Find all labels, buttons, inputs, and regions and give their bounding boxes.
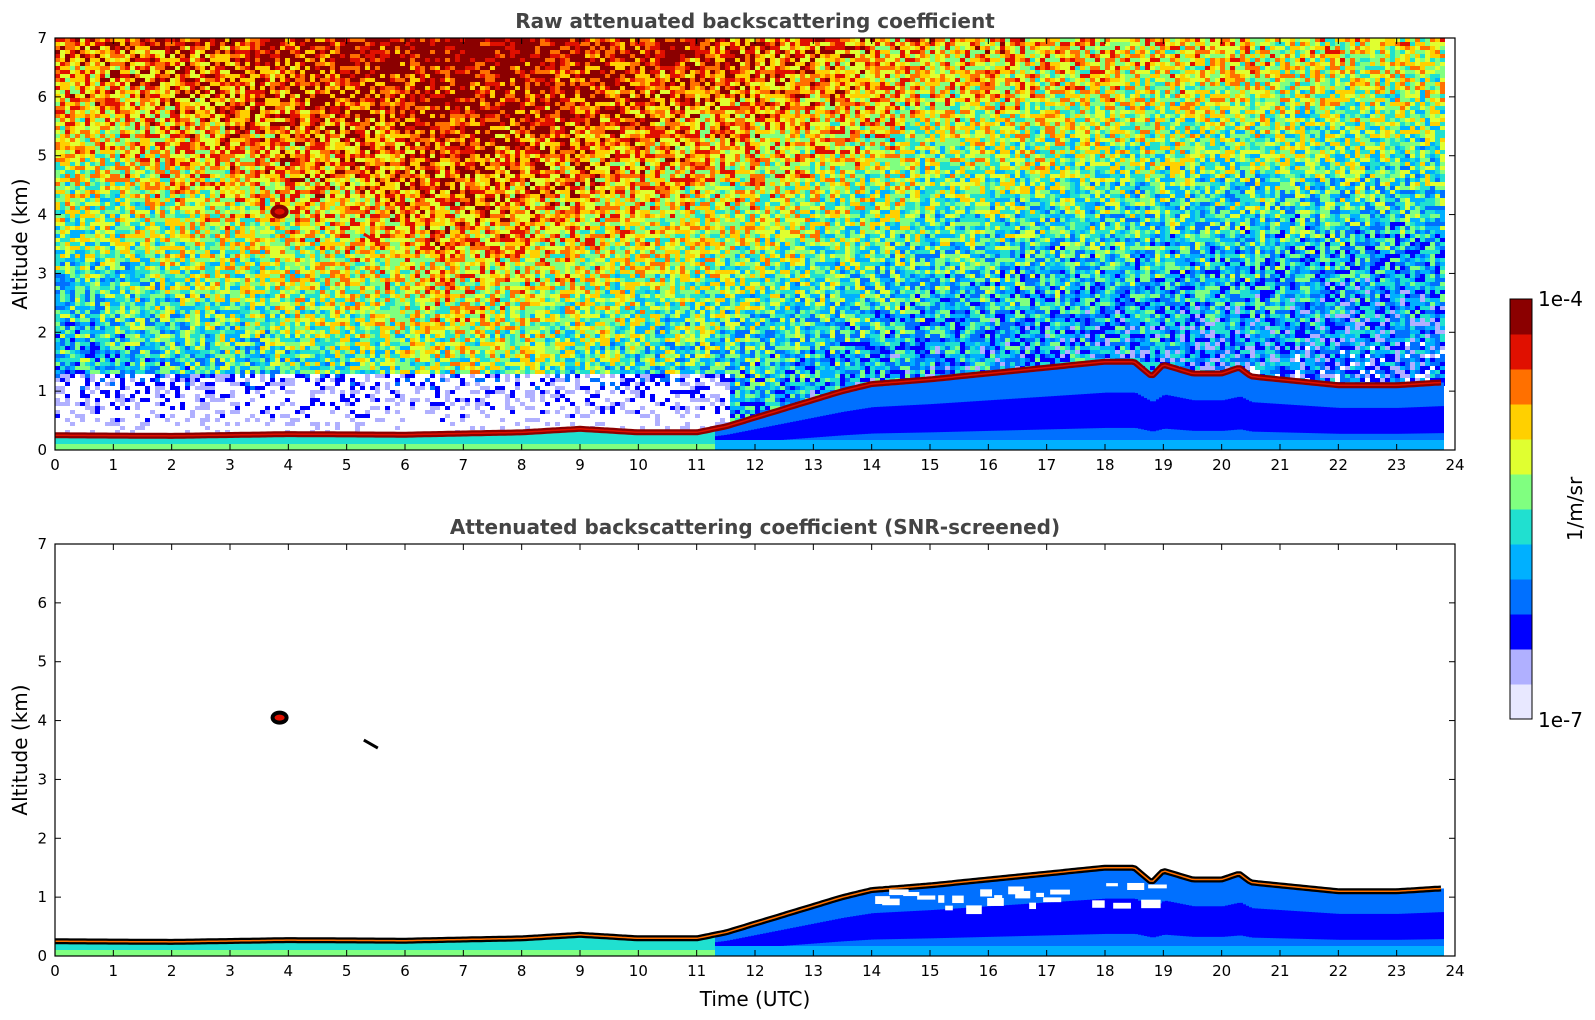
x-tick-label: 13 [804, 456, 823, 474]
x-tick-label: 20 [1212, 456, 1231, 474]
x-tick-label: 7 [459, 456, 469, 474]
y-tick-label: 5 [37, 147, 47, 165]
x-tick-label: 12 [745, 962, 764, 980]
x-axis-label: Time (UTC) [699, 987, 811, 1011]
y-tick-label: 4 [37, 712, 47, 730]
x-tick-label: 19 [1154, 456, 1173, 474]
colorbar: 1e-4 1e-7 1/m/sr [1510, 287, 1587, 732]
colorbar-min-label: 1e-7 [1538, 708, 1583, 732]
top-y-axis-label: Altitude (km) [8, 178, 32, 309]
colorbar-band [1510, 684, 1532, 720]
x-tick-label: 3 [225, 962, 235, 980]
x-tick-label: 13 [804, 962, 823, 980]
x-tick-label: 23 [1387, 456, 1406, 474]
x-tick-label: 3 [225, 456, 235, 474]
x-tick-label: 14 [862, 456, 881, 474]
colorbar-band [1510, 579, 1532, 615]
x-tick-label: 1 [109, 962, 119, 980]
y-tick-label: 2 [37, 323, 47, 341]
x-tick-label: 24 [1445, 962, 1464, 980]
colorbar-band [1510, 509, 1532, 545]
colorbar-band [1510, 334, 1532, 370]
x-tick-label: 11 [687, 962, 706, 980]
y-tick-label: 0 [37, 947, 47, 965]
x-tick-label: 4 [284, 962, 294, 980]
figure: Raw attenuated backscattering coefficien… [0, 0, 1595, 1020]
y-tick-label: 7 [37, 29, 47, 47]
y-tick-label: 3 [37, 770, 47, 788]
y-tick-label: 0 [37, 441, 47, 459]
x-tick-label: 5 [342, 456, 352, 474]
x-tick-label: 6 [400, 456, 410, 474]
x-tick-label: 24 [1445, 456, 1464, 474]
x-tick-label: 8 [517, 962, 527, 980]
x-tick-label: 2 [167, 456, 177, 474]
colorbar-band [1510, 369, 1532, 405]
colorbar-band [1510, 299, 1532, 335]
snr-screened-heatmap [55, 711, 1444, 956]
x-tick-label: 14 [862, 962, 881, 980]
colorbar-unit-label: 1/m/sr [1563, 476, 1587, 541]
colorbar-band [1510, 544, 1532, 580]
x-tick-label: 5 [342, 962, 352, 980]
x-tick-label: 10 [629, 962, 648, 980]
y-tick-label: 1 [37, 888, 47, 906]
snr-screened-panel: Attenuated backscattering coefficient (S… [8, 515, 1465, 1011]
bottom-panel-title: Attenuated backscattering coefficient (S… [450, 515, 1060, 539]
y-tick-label: 6 [37, 594, 47, 612]
y-tick-label: 7 [37, 535, 47, 553]
x-tick-label: 9 [575, 456, 585, 474]
x-tick-label: 22 [1329, 962, 1348, 980]
bottom-y-axis-label: Altitude (km) [8, 684, 32, 815]
x-tick-label: 18 [1095, 962, 1114, 980]
x-tick-label: 20 [1212, 962, 1231, 980]
x-tick-label: 4 [284, 456, 294, 474]
x-tick-label: 1 [109, 456, 119, 474]
raw-backscatter-heatmap [55, 38, 1445, 450]
colorbar-band [1510, 614, 1532, 650]
x-tick-label: 18 [1095, 456, 1114, 474]
x-tick-label: 6 [400, 962, 410, 980]
colorbar-band [1510, 439, 1532, 475]
x-tick-label: 2 [167, 962, 177, 980]
x-tick-label: 10 [629, 456, 648, 474]
colorbar-gradient [1510, 299, 1532, 720]
y-tick-label: 4 [37, 206, 47, 224]
top-panel-title: Raw attenuated backscattering coefficien… [515, 9, 995, 33]
colorbar-band [1510, 474, 1532, 510]
x-tick-label: 17 [1037, 962, 1056, 980]
x-tick-label: 21 [1270, 962, 1289, 980]
x-tick-label: 21 [1270, 456, 1289, 474]
x-tick-label: 12 [745, 456, 764, 474]
x-tick-label: 23 [1387, 962, 1406, 980]
x-tick-label: 16 [979, 456, 998, 474]
y-tick-label: 2 [37, 829, 47, 847]
x-tick-label: 16 [979, 962, 998, 980]
x-tick-label: 8 [517, 456, 527, 474]
colorbar-max-label: 1e-4 [1538, 287, 1583, 311]
x-tick-label: 11 [687, 456, 706, 474]
x-tick-label: 19 [1154, 962, 1173, 980]
y-tick-label: 6 [37, 88, 47, 106]
x-tick-label: 15 [920, 962, 939, 980]
colorbar-band [1510, 404, 1532, 440]
x-tick-label: 15 [920, 456, 939, 474]
y-tick-label: 3 [37, 264, 47, 282]
x-tick-label: 22 [1329, 456, 1348, 474]
colorbar-band [1510, 649, 1532, 685]
y-tick-label: 5 [37, 653, 47, 671]
x-tick-label: 0 [50, 456, 60, 474]
x-tick-label: 17 [1037, 456, 1056, 474]
x-tick-label: 0 [50, 962, 60, 980]
x-tick-label: 9 [575, 962, 585, 980]
y-tick-label: 1 [37, 382, 47, 400]
x-tick-label: 7 [459, 962, 469, 980]
raw-backscatter-panel: Raw attenuated backscattering coefficien… [8, 9, 1465, 474]
